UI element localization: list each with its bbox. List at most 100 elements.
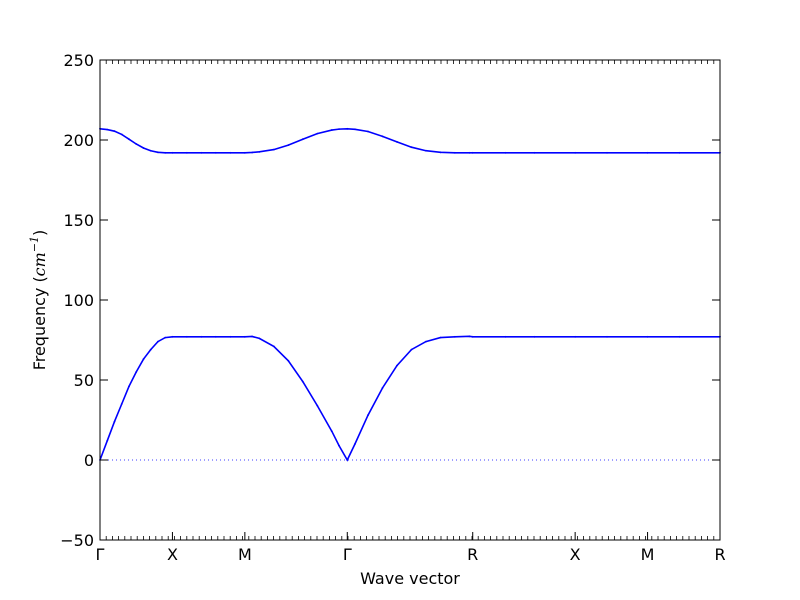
data-point [142,147,145,149]
data-point [316,404,319,407]
data-point [504,335,507,338]
data-point [186,335,188,338]
x-tick-label: Γ [96,545,105,564]
data-point [471,335,474,338]
data-point [396,364,398,367]
y-tick-label: 100 [63,291,94,310]
data-point [135,143,138,145]
data-point [454,335,456,338]
data-point [410,348,413,351]
y-tick-label: 0 [84,451,94,470]
data-point [367,130,369,133]
data-point [200,151,203,154]
data-point [128,138,130,141]
data-point [606,151,608,154]
series-line-2 [99,127,720,154]
data-point [229,335,232,338]
data-point [330,430,333,433]
data-point [301,138,304,141]
minor-ticks [99,60,721,540]
data-point [251,151,254,154]
data-point [316,132,319,135]
data-point [338,444,340,447]
data-point [149,149,152,152]
x-axis-label: Wave vector [360,569,460,588]
data-point [301,380,304,383]
data-point [439,336,442,339]
data-point [164,336,167,339]
data-point [646,151,649,154]
data-point [646,335,649,338]
data-point [533,151,536,154]
y-tick-label: −50 [60,531,94,550]
x-tick-label: X [167,545,178,564]
data-point [135,371,138,373]
data-point [367,414,369,417]
y-axis-label-unit: cm [30,252,49,276]
x-tick-label: M [641,545,655,564]
data-point [533,335,536,338]
data-point [439,151,442,154]
data-point [338,128,340,131]
data-point [396,141,398,143]
data-point [346,127,349,130]
data-point [678,335,681,338]
data-point [142,358,145,361]
y-axis-label-exponent: −1 [28,236,41,252]
data-point [381,387,384,389]
data-point [574,335,577,338]
data-point [287,359,290,362]
data-point [251,335,254,338]
data-point [354,443,356,445]
data-point [186,151,188,154]
data-point [454,151,456,154]
data-point [214,335,217,338]
data-point [243,335,246,338]
series-line-1 [99,335,720,462]
data-point [149,348,152,351]
y-axis-label-suffix: ) [30,230,49,236]
x-tick-label: M [238,545,252,564]
data-point [243,151,246,154]
y-tick-label: 200 [63,131,94,150]
data-point [606,335,608,338]
data-point [425,340,427,343]
data-point [128,385,130,388]
data-point [272,345,275,348]
data-point [106,439,109,442]
data-point [258,150,261,153]
data-point [468,335,471,338]
data-point [120,403,123,405]
data-point [410,146,413,149]
data-point [425,149,427,152]
data-point [381,135,384,138]
data-point [287,144,290,147]
data-point [164,151,167,154]
y-axis-ticks: −50 0 50 100 150 200 250 [60,51,720,550]
data-point [468,151,471,154]
y-axis-label: Frequency (cm−1) [28,230,49,371]
data-point [272,148,275,151]
data-point [229,151,232,154]
plot-frame [99,59,721,541]
data-point [113,420,116,423]
x-tick-label: Γ [343,545,352,564]
data-point [504,151,507,154]
data-point [346,459,349,461]
x-tick-label: R [714,545,725,564]
y-tick-label: 250 [63,51,94,70]
data-point [157,340,159,343]
data-point [678,151,681,154]
data-point [113,130,116,133]
data-point [106,128,109,131]
y-axis-label-prefix: Frequency ( [30,276,49,370]
data-point [120,133,123,136]
data-point [574,151,577,154]
data-point [171,151,174,154]
data-point [258,337,261,340]
data-point [200,335,203,338]
data-point [214,151,217,154]
data-point [157,151,159,154]
